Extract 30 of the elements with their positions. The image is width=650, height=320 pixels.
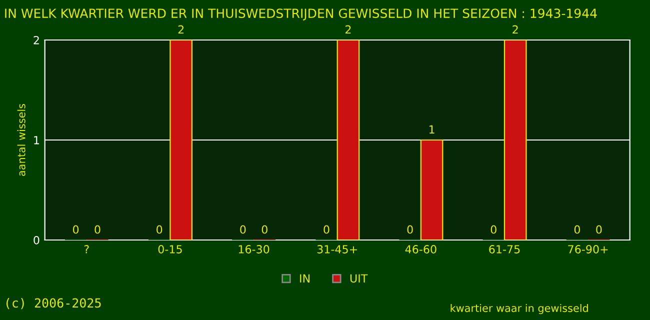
legend-label: UIT xyxy=(350,274,368,283)
y-tick-label: 2 xyxy=(34,36,39,44)
data-label: 0 xyxy=(156,225,162,234)
x-tick-label: 0-15 xyxy=(158,245,182,254)
data-label: 2 xyxy=(512,25,518,34)
x-tick-label: 16-30 xyxy=(238,245,270,254)
x-tick-label: 31-45+ xyxy=(317,245,357,254)
data-label: 0 xyxy=(324,225,330,234)
y-tick-label: 1 xyxy=(34,136,39,144)
y-axis-title: aantal wissels xyxy=(17,104,26,176)
data-label: 2 xyxy=(178,25,184,34)
data-label: 2 xyxy=(345,25,351,34)
data-label: 0 xyxy=(262,225,268,234)
x-axis-title: kwartier waar in gewisseld xyxy=(450,304,588,314)
data-label: 1 xyxy=(429,125,434,134)
data-label: 0 xyxy=(574,225,580,234)
x-tick-label: 76-90+ xyxy=(568,245,608,254)
text: (c) 2006-2025 xyxy=(6,298,101,310)
x-tick-label: ? xyxy=(84,245,89,254)
data-label: 0 xyxy=(72,225,79,234)
data-label: 0 xyxy=(240,225,246,234)
y-tick-label: 0 xyxy=(34,236,40,244)
data-label: 0 xyxy=(407,225,413,234)
x-tick-label: 46-60 xyxy=(405,245,436,254)
data-label: 0 xyxy=(596,225,602,234)
chart-title: IN WELK KWARTIER WERD ER IN THUISWEDSTRIJDEN GEWISSELD IN HET SEIZOEN : 1943-1944 xyxy=(5,8,597,20)
x-tick-label: 61-75 xyxy=(489,245,520,254)
legend-label: IN xyxy=(300,274,310,282)
data-label: 0 xyxy=(490,225,496,234)
data-label: 0 xyxy=(94,225,100,234)
